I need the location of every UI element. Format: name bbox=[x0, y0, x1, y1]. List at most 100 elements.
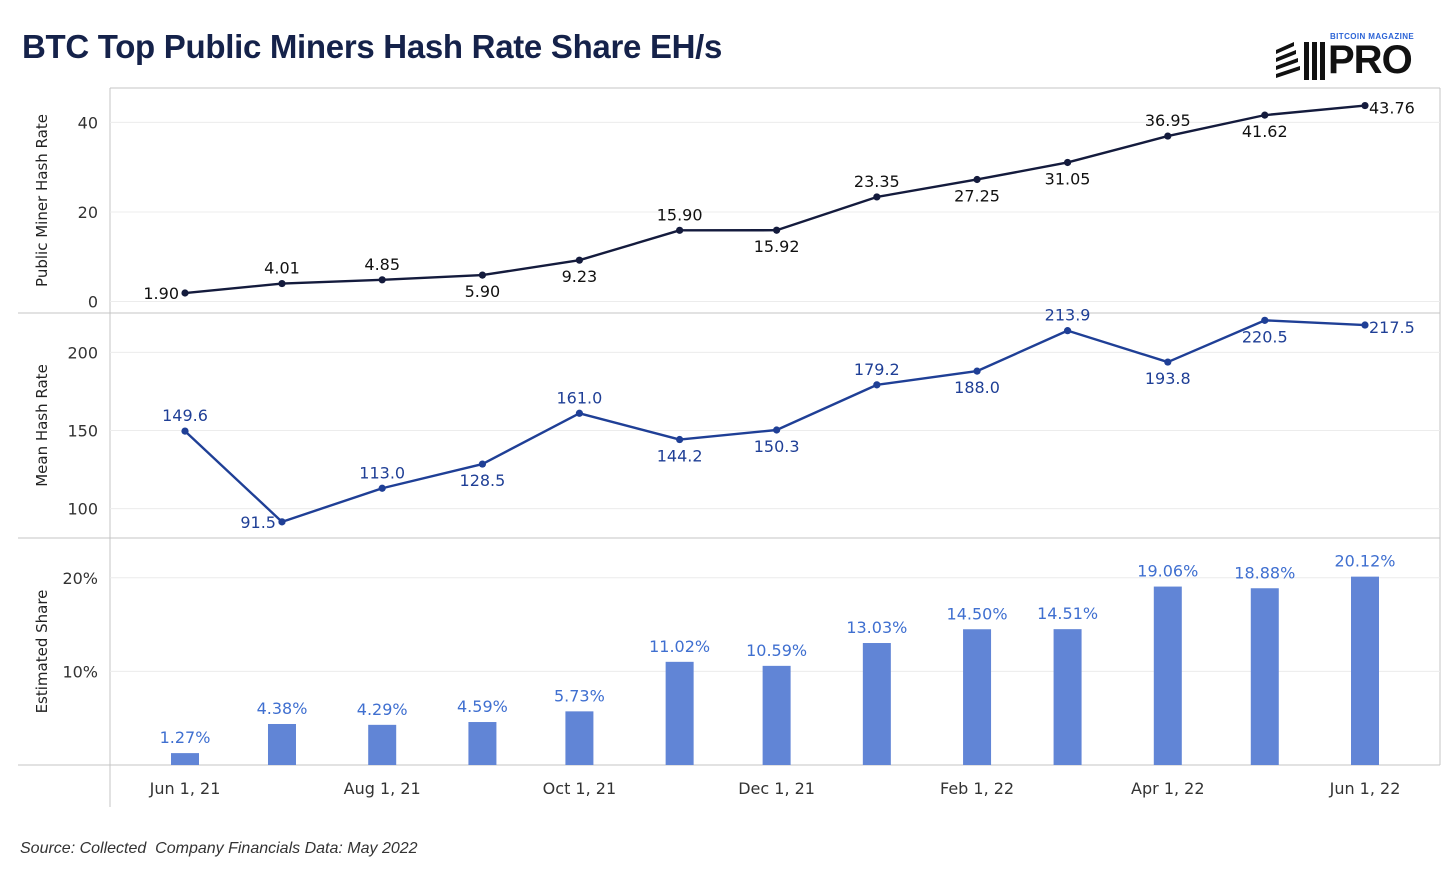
data-point bbox=[181, 289, 189, 297]
y-tick-label: 200 bbox=[67, 343, 98, 362]
bar bbox=[963, 629, 992, 765]
data-label: 43.76 bbox=[1369, 99, 1415, 118]
bar bbox=[1153, 586, 1182, 765]
bar-label: 18.88% bbox=[1234, 563, 1295, 582]
data-point bbox=[1261, 316, 1269, 324]
x-tick-label: Feb 1, 22 bbox=[940, 779, 1014, 798]
data-label: 188.0 bbox=[954, 378, 1000, 397]
data-label: 4.01 bbox=[264, 259, 300, 278]
y-axis-title: Public Miner Hash Rate bbox=[33, 114, 51, 287]
bar-label: 10.59% bbox=[746, 641, 807, 660]
data-point bbox=[575, 409, 584, 417]
data-point bbox=[973, 175, 981, 184]
data-point bbox=[773, 226, 781, 234]
data-label: 150.3 bbox=[754, 437, 800, 456]
data-label: 5.90 bbox=[465, 282, 501, 301]
bar-label: 11.02% bbox=[649, 637, 710, 656]
data-point bbox=[773, 426, 781, 434]
bar-label: 14.50% bbox=[947, 604, 1008, 623]
bar-label: 4.59% bbox=[457, 697, 508, 716]
panel-2: Mean Hash Rate 100 150 200 149.6 91.5 113.0 128… bbox=[33, 306, 1440, 532]
data-label: 179.2 bbox=[854, 360, 900, 379]
logo-mark-icon bbox=[1276, 42, 1325, 80]
bar-label: 5.73% bbox=[554, 686, 605, 705]
x-tick-label: Oct 1, 21 bbox=[543, 779, 616, 798]
data-label: 220.5 bbox=[1242, 327, 1288, 346]
data-label: 31.05 bbox=[1045, 169, 1091, 188]
data-label: 91.5 bbox=[240, 513, 276, 532]
data-point bbox=[1361, 321, 1369, 329]
bar bbox=[862, 643, 891, 765]
series-line bbox=[184, 104, 1366, 295]
bar bbox=[1053, 629, 1082, 765]
data-label: 144.2 bbox=[657, 447, 703, 466]
bar bbox=[665, 661, 694, 765]
data-label: 15.90 bbox=[657, 205, 703, 224]
bar bbox=[1351, 576, 1379, 765]
data-point bbox=[873, 381, 881, 389]
bar bbox=[267, 723, 296, 765]
source-note: Source: Collected Company Financials Dat… bbox=[20, 840, 418, 857]
data-point bbox=[378, 484, 386, 492]
data-label: 41.62 bbox=[1242, 122, 1288, 141]
data-point bbox=[1164, 132, 1172, 140]
data-point bbox=[478, 271, 487, 279]
y-tick-label: 10% bbox=[62, 662, 98, 681]
data-point bbox=[1261, 111, 1269, 119]
data-label: 36.95 bbox=[1145, 111, 1191, 130]
y-tick-label: 100 bbox=[67, 500, 98, 519]
data-point bbox=[1361, 101, 1369, 110]
data-point bbox=[278, 518, 286, 526]
data-label: 4.85 bbox=[364, 255, 400, 274]
data-label: 193.8 bbox=[1145, 369, 1191, 388]
series-line bbox=[184, 319, 1366, 524]
data-point bbox=[575, 256, 584, 264]
data-point bbox=[478, 460, 487, 468]
data-point bbox=[1164, 358, 1172, 366]
bitcoin-magazine-pro-logo: BITCOIN MAGAZINE PRO bbox=[1272, 30, 1442, 86]
data-point bbox=[873, 193, 881, 201]
data-point bbox=[378, 276, 386, 284]
data-point bbox=[1063, 327, 1072, 335]
data-label: 1.90 bbox=[143, 284, 179, 303]
panel-1: Public Miner Hash Rate 0 20 40 1.90 4.01 4.85 5… bbox=[33, 99, 1440, 312]
data-label: 9.23 bbox=[562, 267, 598, 286]
data-label: 161.0 bbox=[557, 388, 603, 407]
bar-label: 1.27% bbox=[160, 728, 211, 747]
chart-title: BTC Top Public Miners Hash Rate Share EH… bbox=[22, 28, 723, 65]
y-tick-label: 0 bbox=[88, 293, 98, 312]
x-tick-label: Dec 1, 21 bbox=[738, 779, 815, 798]
data-label: 27.25 bbox=[954, 186, 1000, 205]
data-point bbox=[676, 226, 684, 234]
data-label: 23.35 bbox=[854, 172, 900, 191]
bar-label: 13.03% bbox=[846, 618, 907, 637]
y-tick-label: 20 bbox=[78, 203, 98, 222]
data-label: 113.0 bbox=[359, 463, 405, 482]
data-label: 217.5 bbox=[1369, 318, 1415, 337]
bar bbox=[1250, 588, 1279, 765]
data-label: 15.92 bbox=[754, 237, 800, 256]
data-label: 213.9 bbox=[1045, 306, 1091, 325]
bar bbox=[171, 753, 199, 765]
y-tick-label: 20% bbox=[62, 569, 98, 588]
bar bbox=[762, 665, 791, 765]
x-tick-label: Aug 1, 21 bbox=[344, 779, 421, 798]
logo-subtitle: BITCOIN MAGAZINE bbox=[1330, 32, 1415, 41]
y-tick-label: 150 bbox=[67, 421, 98, 440]
bar-label: 4.38% bbox=[257, 699, 308, 718]
data-point bbox=[676, 435, 684, 444]
bar-label: 4.29% bbox=[357, 700, 408, 719]
data-point bbox=[181, 427, 189, 435]
y-tick-label: 40 bbox=[78, 113, 98, 132]
data-point bbox=[1063, 158, 1072, 167]
data-label: 128.5 bbox=[460, 471, 506, 490]
bar bbox=[565, 711, 594, 765]
bar bbox=[468, 722, 497, 765]
panel-3: Estimated Share 10% 20% 1.27% 4.38% 4.29% 4.59… bbox=[33, 552, 1440, 798]
data-point bbox=[973, 367, 981, 375]
data-label: 149.6 bbox=[162, 406, 208, 425]
y-axis-title: Mean Hash Rate bbox=[33, 364, 51, 487]
bar-label: 14.51% bbox=[1037, 604, 1098, 623]
x-tick-label: Apr 1, 22 bbox=[1131, 779, 1204, 798]
